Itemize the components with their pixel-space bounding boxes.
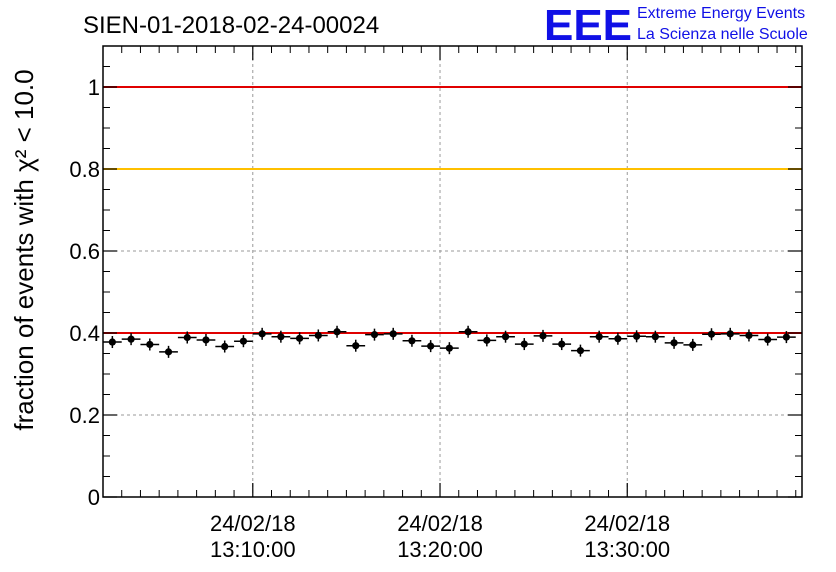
logo-letters: EEE [544,1,632,50]
data-point [308,329,328,342]
data-point [402,334,422,347]
data-point [327,325,347,338]
plot-frame [102,45,803,498]
chart-title: SIEN-01-2018-02-24-00024 [83,12,379,39]
data-point [121,333,141,346]
data-point [215,340,235,353]
data-point [664,336,684,349]
y-tick-label: 0.2 [69,403,100,428]
x-tick-date-label: 24/02/18 [397,511,483,536]
data-point [514,338,534,351]
data-point [103,336,122,349]
data-point [777,331,796,344]
data-point [177,331,197,344]
y-tick-label: 1 [88,75,100,100]
data-point [645,330,665,343]
y-tick-label: 0.6 [69,239,100,264]
data-point [589,330,609,343]
data-point [365,328,384,341]
data-point [252,327,272,340]
data-point [440,342,459,355]
x-tick-time-label: 13:20:00 [397,537,483,562]
x-tick-time-label: 13:10:00 [210,537,296,562]
data-point [271,330,291,343]
data-point [383,327,403,340]
x-tick-time-label: 13:30:00 [584,537,670,562]
x-tick-date-label: 24/02/18 [584,511,670,536]
data-point [571,344,590,357]
grid [103,46,802,497]
data-point [234,335,253,348]
y-tick-label: 0 [88,485,100,510]
data-point [758,333,778,346]
data-point [739,329,759,342]
data-point [496,330,515,343]
data-point [458,325,478,338]
data-point [627,330,646,343]
x-axis-ticks: 24/02/1813:10:0024/02/1813:20:0024/02/18… [102,46,797,562]
data-point [290,332,309,345]
eee-logo: EEE Extreme Energy Events La Scienza nel… [544,1,808,50]
reference-lines [103,86,802,334]
data-point [421,340,441,353]
data-point [196,333,216,346]
data-point [140,338,160,351]
data-point [552,338,572,351]
logo-line-2: La Scienza nelle Scuole [637,26,808,43]
data-point [477,334,497,347]
y-tick-label: 0.4 [69,321,100,346]
data-point [159,345,178,358]
data-point [346,339,366,352]
data-point [720,327,740,340]
data-point [702,328,721,341]
y-axis-ticks: 0 0.2 0.4 0.6 0.8 1 [69,66,802,510]
y-axis-label: fraction of events with χ² < 10.0 [9,69,39,430]
data-point [608,332,628,345]
x-tick-date-label: 24/02/18 [210,511,296,536]
logo-line-1: Extreme Energy Events [637,5,805,22]
y-tick-label: 0.8 [69,157,100,182]
data-point [533,329,553,342]
data-points [103,325,796,358]
data-point [683,338,703,351]
